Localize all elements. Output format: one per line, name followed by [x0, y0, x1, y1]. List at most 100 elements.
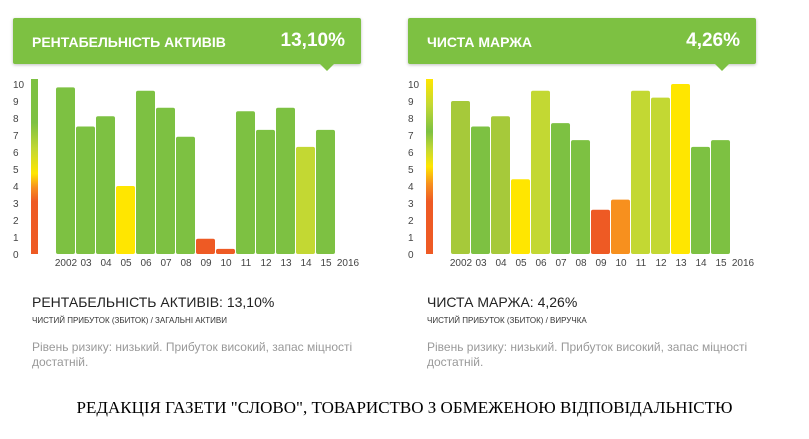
risk-description: Рівень ризику: низький. Прибуток високий… — [32, 340, 353, 369]
y-tick-label: 1 — [13, 233, 19, 244]
bar-13[interactable] — [276, 107, 295, 254]
metric-formula: ЧИСТИЙ ПРИБУТОК (ЗБИТОК) / ЗАГАЛЬНІ АКТИ… — [32, 316, 227, 325]
bar-11[interactable] — [631, 90, 650, 254]
y-tick-label: 6 — [408, 148, 414, 159]
x-tick-label: 08 — [180, 258, 192, 269]
x-tick-label: 14 — [300, 258, 312, 269]
bar-2002[interactable] — [56, 87, 75, 255]
bar-04[interactable] — [491, 116, 510, 254]
y-tick-label: 4 — [408, 182, 414, 193]
y-tick-label: 0 — [408, 250, 414, 261]
x-tick-label: 2002 — [55, 258, 78, 269]
x-tick-label: 15 — [715, 258, 727, 269]
header-value: 4,26% — [686, 30, 740, 51]
x-tick-label: 04 — [495, 258, 507, 269]
y-tick-label: 2 — [408, 216, 414, 227]
y-tick-label: 10 — [13, 80, 25, 91]
header-title: ЧИСТА МАРЖА — [427, 34, 533, 50]
metric-formula: ЧИСТИЙ ПРИБУТОК (ЗБИТОК) / ВИРУЧКА — [427, 316, 587, 325]
bar-15[interactable] — [316, 129, 335, 254]
header-banner: ЧИСТА МАРЖА 4,26% — [408, 18, 756, 64]
bar-04[interactable] — [96, 116, 115, 254]
bar-2002[interactable] — [451, 101, 470, 254]
y-tick-label: 1 — [408, 233, 414, 244]
risk-description: Рівень ризику: низький. Прибуток високий… — [427, 340, 748, 369]
bar-12[interactable] — [256, 129, 275, 254]
y-tick-label: 8 — [13, 114, 19, 125]
y-tick-label: 3 — [13, 199, 19, 210]
x-tick-label: 12 — [260, 258, 272, 269]
bar-06[interactable] — [136, 90, 155, 254]
y-tick-label: 6 — [13, 148, 19, 159]
x-tick-label: 05 — [120, 258, 132, 269]
x-tick-label: 11 — [241, 258, 252, 269]
y-tick-label: 4 — [13, 182, 19, 193]
x-tick-label: 06 — [535, 258, 547, 269]
y-tick-label: 7 — [13, 131, 19, 142]
bar-07[interactable] — [551, 123, 570, 254]
bar-12[interactable] — [651, 97, 670, 254]
y-tick-label: 7 — [408, 131, 414, 142]
y-tick-label: 0 — [13, 250, 19, 261]
x-tick-label: 04 — [100, 258, 112, 269]
x-tick-label: 2016 — [337, 258, 360, 269]
x-tick-label: 03 — [80, 258, 92, 269]
bar-09[interactable] — [591, 209, 610, 254]
card-net-margin: ЧИСТА МАРЖА 4,26% 0 1 2 3 4 5 6 7 8 9 10 2002 03 04 05… — [408, 0, 760, 380]
y-tick-label: 3 — [408, 199, 414, 210]
bar-14[interactable] — [296, 146, 315, 254]
x-tick-label: 09 — [200, 258, 212, 269]
x-tick-label: 11 — [636, 258, 647, 269]
bar-10[interactable] — [611, 199, 630, 254]
x-tick-label: 05 — [515, 258, 527, 269]
bar-03[interactable] — [76, 126, 95, 255]
header-title: РЕНТАБЕЛЬНІСТЬ АКТИВІВ — [32, 34, 226, 50]
x-tick-label: 15 — [320, 258, 332, 269]
x-tick-label: 09 — [595, 258, 607, 269]
bar-07[interactable] — [156, 107, 175, 254]
bar-08[interactable] — [176, 136, 195, 254]
y-tick-label: 8 — [408, 114, 414, 125]
y-tick-label: 9 — [408, 97, 414, 108]
bar-05[interactable] — [511, 179, 530, 254]
bar-11[interactable] — [236, 111, 255, 254]
x-tick-label: 2002 — [450, 258, 473, 269]
bar-03[interactable] — [471, 126, 490, 255]
risk-color-scale — [426, 79, 433, 254]
company-name: РЕДАКЦІЯ ГАЗЕТИ "СЛОВО", ТОВАРИСТВО З ОБ… — [76, 398, 733, 417]
x-tick-label: 2016 — [732, 258, 755, 269]
risk-color-scale — [31, 79, 38, 254]
bar-15[interactable] — [711, 140, 730, 254]
x-tick-label: 10 — [615, 258, 627, 269]
y-tick-label: 10 — [408, 80, 420, 91]
y-tick-label: 9 — [13, 97, 19, 108]
x-tick-label: 13 — [280, 258, 292, 269]
x-tick-label: 07 — [555, 258, 567, 269]
x-tick-label: 14 — [695, 258, 707, 269]
header-value: 13,10% — [280, 30, 345, 51]
bar-06[interactable] — [531, 90, 550, 254]
bar-chart: 0 1 2 3 4 5 6 7 8 9 10 2002 03 04 05 06 07 08 09 10 11 12 13 14… — [0, 76, 360, 276]
metric-title: ЧИСТА МАРЖА: 4,26% — [427, 294, 578, 310]
y-tick-label: 5 — [13, 165, 19, 176]
bar-13[interactable] — [671, 84, 690, 254]
bar-chart: 0 1 2 3 4 5 6 7 8 9 10 2002 03 04 05 06 07 08 09 10 11 12 13 14… — [395, 76, 755, 276]
banner-pointer — [715, 64, 729, 71]
header-banner: РЕНТАБЕЛЬНІСТЬ АКТИВІВ 13,10% — [13, 18, 361, 64]
x-tick-label: 10 — [220, 258, 232, 269]
metric-title: РЕНТАБЕЛЬНІСТЬ АКТИВІВ: 13,10% — [32, 294, 275, 310]
x-tick-label: 03 — [475, 258, 487, 269]
bar-05[interactable] — [116, 186, 135, 254]
bar-09[interactable] — [196, 238, 215, 254]
bar-08[interactable] — [571, 140, 590, 254]
x-tick-label: 12 — [655, 258, 667, 269]
x-tick-label: 07 — [160, 258, 172, 269]
banner-pointer — [320, 64, 334, 71]
bar-14[interactable] — [691, 146, 710, 254]
x-tick-label: 06 — [140, 258, 152, 269]
x-tick-label: 08 — [575, 258, 587, 269]
y-tick-label: 2 — [13, 216, 19, 227]
y-tick-label: 5 — [408, 165, 414, 176]
bar-10[interactable] — [216, 248, 235, 254]
